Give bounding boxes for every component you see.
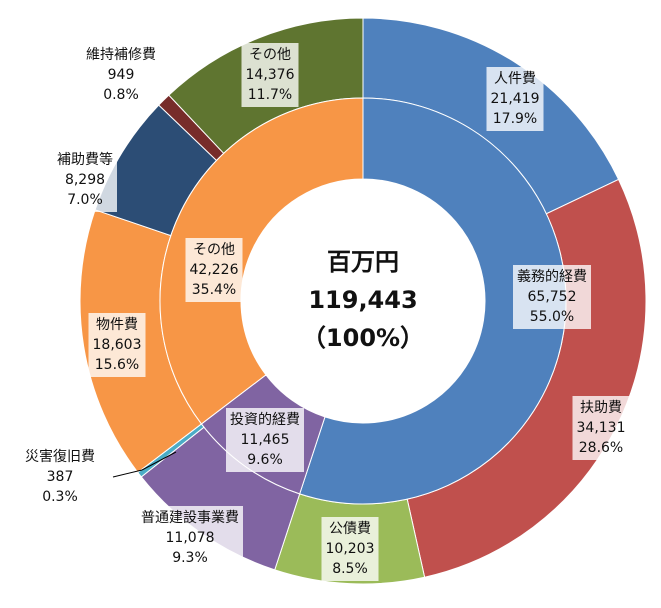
label-percent: 0.8% [103,87,139,103]
label-value: 10,203 [325,541,375,557]
center-total-value: 119,443 [308,286,418,314]
label-value: 11,465 [240,432,290,448]
label-value: 42,226 [189,262,239,278]
label-value: 65,752 [527,289,577,305]
label-name: 普通建設事業費 [141,510,239,526]
label-value: 8,298 [64,172,106,188]
label-inner-other: その他 42,226 35.4% [185,238,243,302]
label-percent: 35.4% [191,282,237,298]
label-name: 扶助費 [580,400,622,416]
label-name: その他 [193,242,235,258]
leader-line-disaster [112,469,143,478]
label-percent: 28.6% [578,440,624,456]
inner-slice-0 [299,97,567,505]
label-value: 11,078 [165,530,215,546]
label-name: 補助費等 [57,152,113,168]
label-percent: 7.0% [67,192,103,208]
label-outer-construction: 普通建設事業費 11,078 9.3% [137,506,243,570]
label-percent: 17.9% [492,111,538,127]
label-outer-disaster: 災害復旧費 387 0.3% [25,447,95,507]
label-value: 21,419 [490,91,540,107]
center-percent: （100%） [301,324,425,352]
leader-line-disaster-2 [141,451,177,471]
label-inner-investment: 投資的経費 11,465 9.6% [226,408,304,472]
label-name: 投資的経費 [230,412,300,428]
label-percent: 0.3% [42,489,78,505]
center-unit: 百万円 [327,248,399,276]
label-name: 維持補修費 [86,47,156,63]
center-total: 百万円 119,443 （100%） [302,243,424,357]
label-name: その他 [249,47,291,63]
label-outer-debt: 公債費 10,203 8.5% [321,517,379,581]
label-outer-personnel: 人件費 21,419 17.9% [486,67,544,131]
label-outer-assistance: 扶助費 34,131 28.6% [572,396,630,460]
label-inner-mandatory: 義務的経費 65,752 55.0% [513,265,591,329]
label-percent: 11.7% [247,87,293,103]
label-percent: 9.3% [172,550,208,566]
label-value: 18,603 [92,337,142,353]
label-value: 949 [107,67,135,83]
label-percent: 8.5% [332,561,368,577]
label-outer-supplies: 物件費 18,603 15.6% [88,313,146,377]
label-name: 物件費 [96,317,138,333]
label-value: 34,131 [576,420,626,436]
label-outer-subsidies: 補助費等 8,298 7.0% [53,148,117,212]
label-value: 14,376 [245,67,295,83]
label-name: 人件費 [494,71,536,87]
label-name: 公債費 [329,521,371,537]
label-outer-maintenance: 維持補修費 949 0.8% [86,45,156,105]
label-outer-other: その他 14,376 11.7% [241,43,299,107]
label-name: 義務的経費 [517,269,587,285]
label-percent: 15.6% [94,357,140,373]
label-name: 災害復旧費 [25,449,95,465]
label-value: 387 [46,469,74,485]
label-percent: 9.6% [247,452,283,468]
label-percent: 55.0% [529,309,575,325]
